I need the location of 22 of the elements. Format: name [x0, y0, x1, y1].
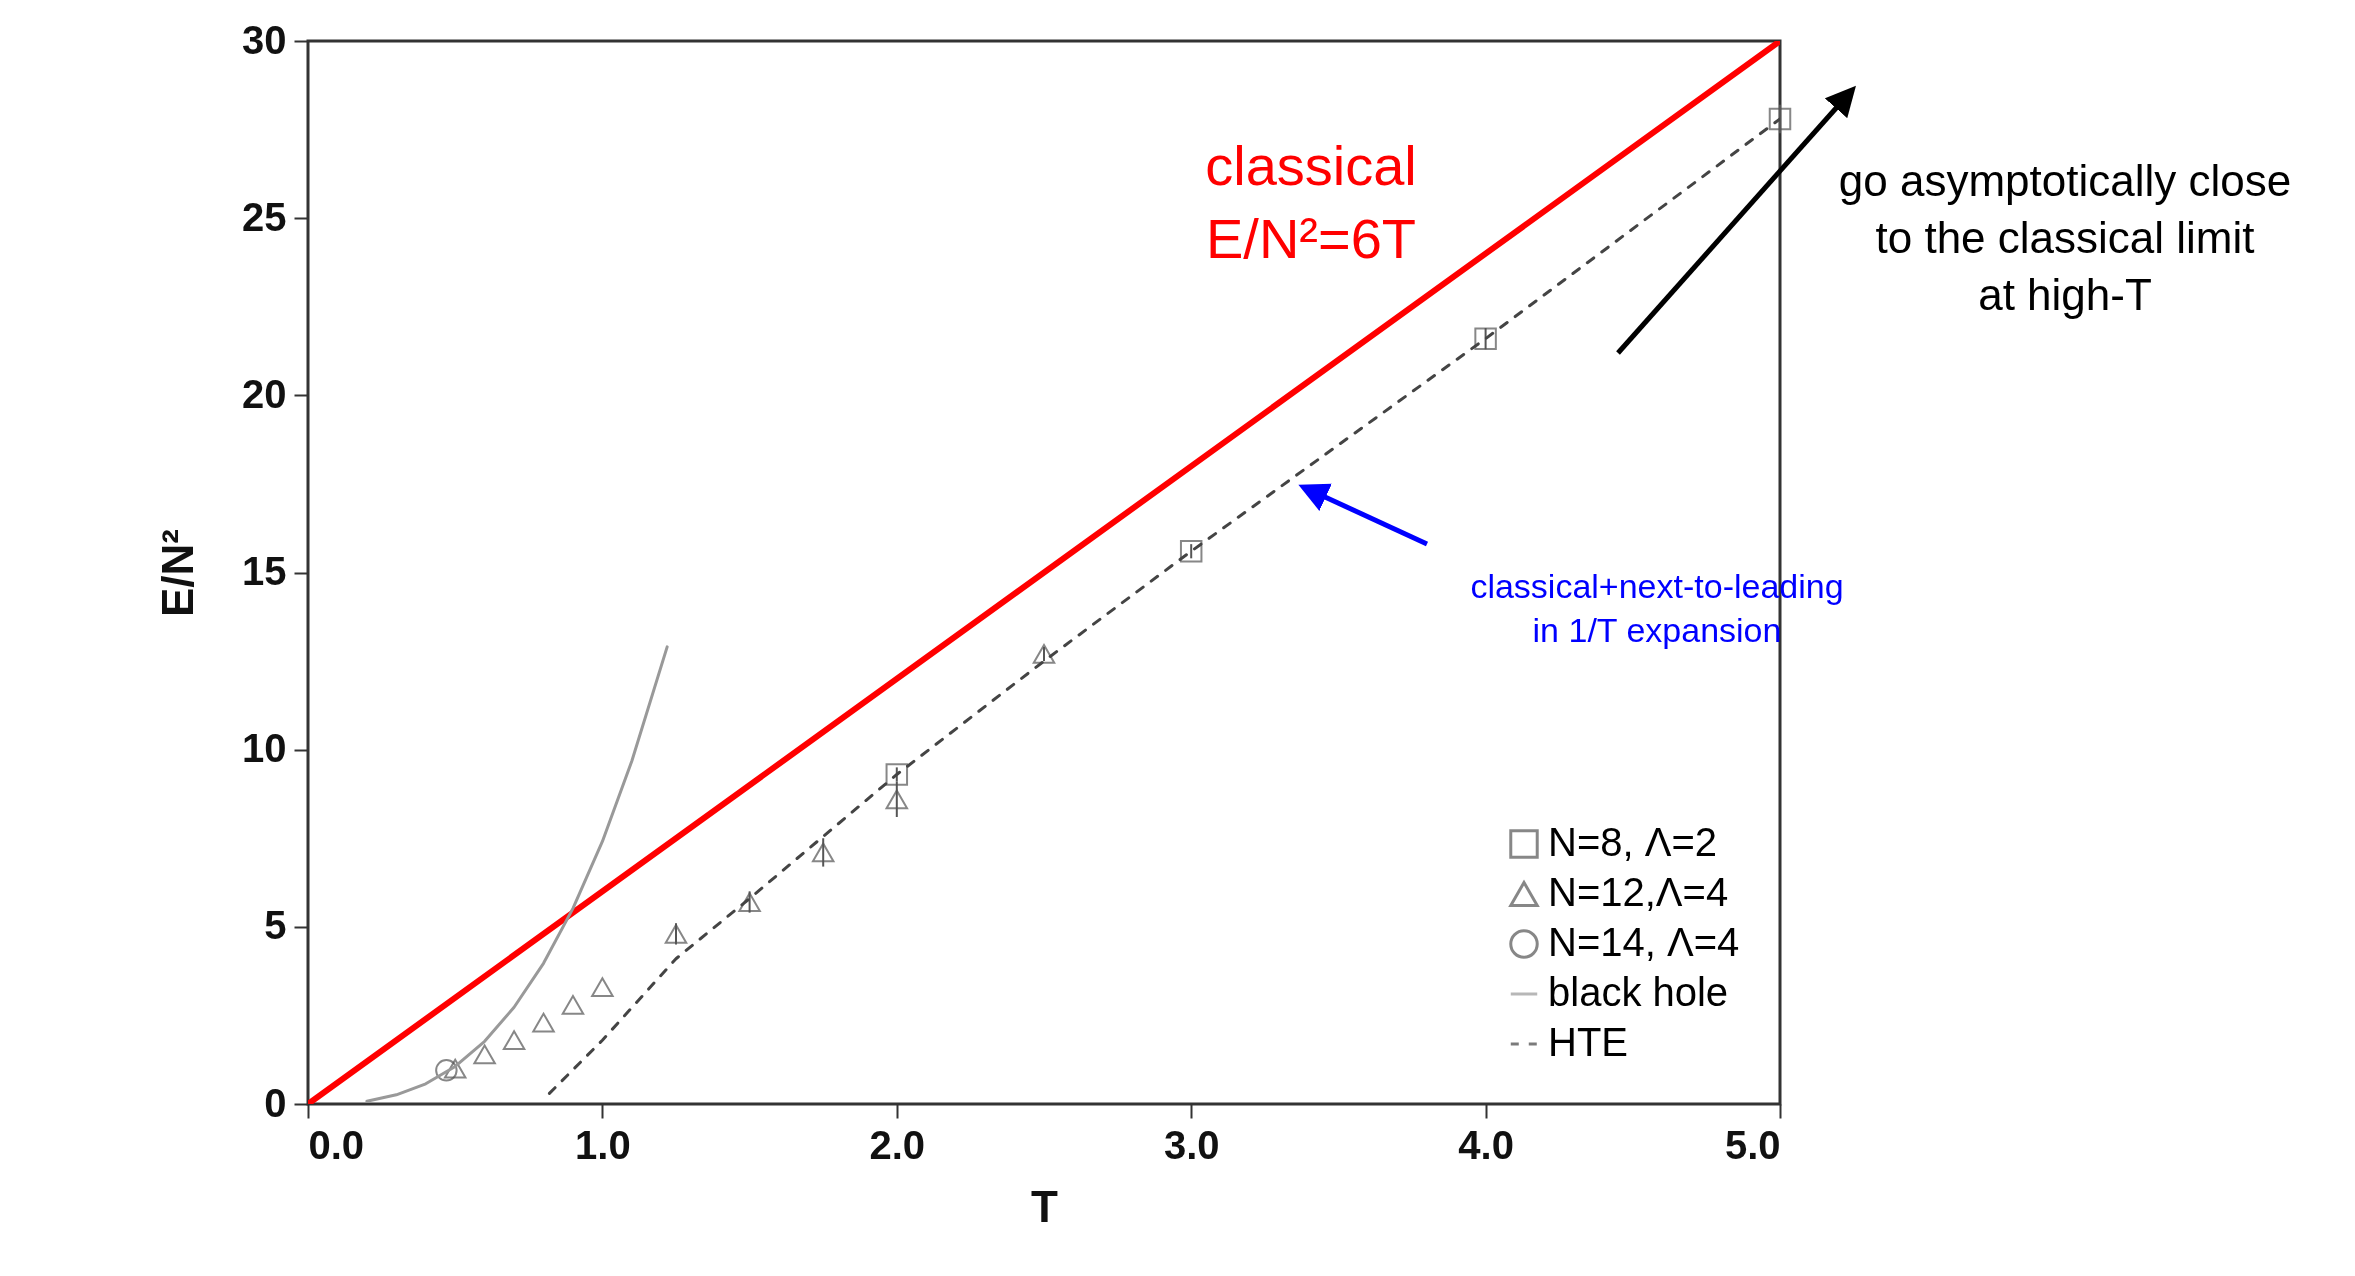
legend-label: N=14, Λ=4 [1548, 920, 1740, 964]
y-tick-label: 0 [264, 1080, 287, 1125]
y-tick-label: 25 [242, 194, 287, 239]
x-tick-label: 0.0 [308, 1122, 365, 1167]
y-tick-label: 5 [264, 903, 287, 948]
legend-label: black hole [1548, 970, 1729, 1014]
y-tick-label: 10 [242, 726, 287, 771]
y-tick-label: 15 [242, 549, 287, 593]
y-tick-label: 20 [242, 371, 287, 416]
y-tick-label: 30 [242, 17, 287, 62]
x-axis-title: T [1031, 1181, 1059, 1231]
x-tick-label: 3.0 [1163, 1122, 1220, 1167]
legend-label: N=12,Λ=4 [1548, 870, 1729, 914]
x-tick-label: 1.0 [575, 1122, 631, 1167]
x-tick-label: 5.0 [1724, 1122, 1781, 1167]
annotation: classical E/N²=6T [1205, 134, 1417, 270]
x-tick-label: 2.0 [869, 1122, 926, 1167]
y-axis-title: E/N² [153, 529, 203, 617]
x-tick-label: 4.0 [1458, 1122, 1514, 1167]
legend-label: N=8, Λ=2 [1548, 820, 1718, 864]
text: go asymptotically close to the classical limit at high-T [1838, 156, 2292, 320]
legend-label: HTE [1548, 1020, 1628, 1064]
